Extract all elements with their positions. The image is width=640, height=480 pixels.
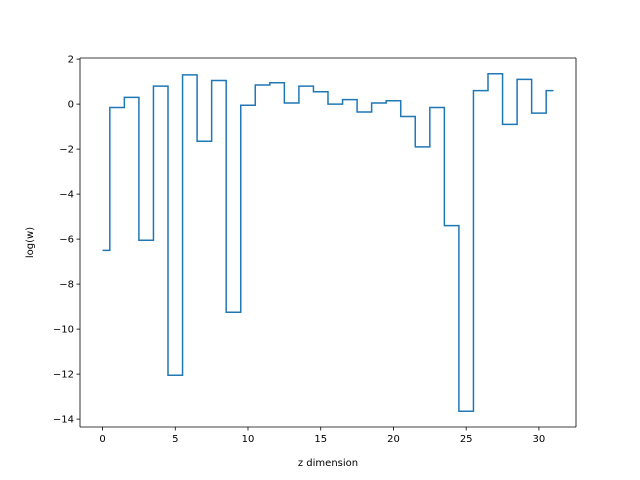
y-tick-label: 0 [68, 100, 74, 111]
y-tick-label: −14 [53, 415, 74, 426]
y-tick-label: −6 [59, 235, 74, 246]
x-tick-label: 30 [533, 434, 546, 445]
y-tick-label: −10 [53, 325, 74, 336]
axes-spines [79, 57, 577, 428]
y-tick-label: −4 [59, 190, 74, 201]
y-tick-label: 2 [68, 55, 74, 66]
x-tick-label: 0 [99, 434, 105, 445]
x-axis: 0 5 10 15 20 25 30 [99, 427, 545, 445]
y-tick-label: −8 [59, 280, 74, 291]
y-tick-label: −12 [53, 370, 74, 381]
x-tick-label: 20 [387, 434, 400, 445]
x-tick-label: 10 [242, 434, 255, 445]
x-axis-label: z dimension [298, 458, 358, 469]
y-axis: 2 0 −2 −4 −6 −8 −10 −12 −14 [53, 55, 80, 426]
x-tick-label: 25 [460, 434, 473, 445]
data-layer [102, 73, 554, 412]
y-axis-label: log(w) [25, 227, 36, 258]
y-tick-label: −2 [59, 145, 74, 156]
x-tick-label: 5 [172, 434, 178, 445]
series-line-0 [102, 73, 554, 412]
plot-area [80, 58, 576, 427]
x-tick-label: 15 [314, 434, 327, 445]
